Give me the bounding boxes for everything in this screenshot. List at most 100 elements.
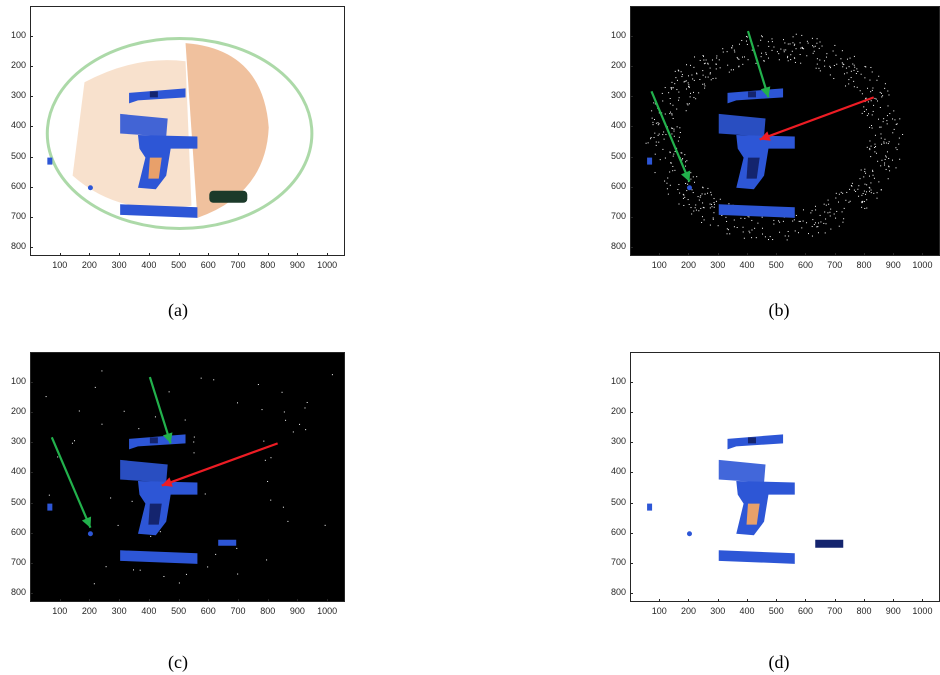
noise-pixel <box>683 81 685 83</box>
x-tick-mark <box>805 253 807 256</box>
noise-pixel <box>693 97 695 99</box>
noise-pixel <box>684 196 686 198</box>
noise-pixel <box>670 127 672 129</box>
noise-pixel <box>674 151 676 153</box>
noise-pixel <box>664 87 666 89</box>
y-tick-label: 400 <box>10 466 26 477</box>
noise-pixel <box>671 113 673 115</box>
caption-a: (a) <box>168 300 188 320</box>
noise-pixel <box>715 200 717 202</box>
noise-pixel <box>880 126 882 128</box>
green-arrow-left <box>50 436 92 529</box>
noise-pixel <box>686 160 688 162</box>
noise-pixel <box>824 65 826 67</box>
x-tick-mark <box>238 253 240 256</box>
y-tick-mark <box>30 412 33 414</box>
object-left-item <box>47 503 53 511</box>
y-tick-label: 100 <box>610 376 626 387</box>
noise-pixel <box>678 136 680 138</box>
noise-pixel <box>861 112 863 114</box>
noise-pixel <box>692 78 694 80</box>
noise-pixel <box>888 94 890 96</box>
noise-pixel <box>787 55 789 57</box>
image-axes-a <box>30 6 345 256</box>
noise-pixel <box>193 452 195 454</box>
noise-pixel <box>801 227 803 229</box>
noise-pixel <box>71 442 73 444</box>
noise-pixel <box>779 231 781 233</box>
noise-pixel <box>829 74 831 76</box>
noise-pixel <box>305 429 307 431</box>
noise-pixel <box>709 207 711 209</box>
noise-pixel <box>824 211 826 213</box>
noise-pixel <box>862 200 864 202</box>
noise-pixel <box>685 88 687 90</box>
noise-pixel <box>856 68 858 70</box>
x-tick-label: 600 <box>797 260 813 270</box>
noise-pixel <box>855 73 857 75</box>
x-tick-mark <box>267 599 269 602</box>
noise-pixel <box>710 191 712 193</box>
noise-pixel <box>267 480 269 482</box>
noise-pixel <box>701 216 703 218</box>
noise-pixel <box>829 67 831 69</box>
noise-pixel <box>693 91 695 93</box>
noise-pixel <box>881 159 883 161</box>
noise-pixel <box>802 220 804 222</box>
x-tick-mark <box>688 253 690 256</box>
noise-pixel <box>825 204 827 206</box>
noise-pixel <box>733 226 735 228</box>
object-upper-rod-detail <box>149 91 158 98</box>
noise-pixel <box>784 42 786 44</box>
noise-pixel <box>794 61 796 63</box>
noise-pixel <box>891 159 893 161</box>
noise-pixel <box>841 211 843 213</box>
noise-pixel <box>888 141 890 143</box>
noise-pixel <box>677 140 679 142</box>
noise-pixel <box>876 192 878 194</box>
noise-pixel <box>709 67 711 69</box>
noise-pixel <box>823 222 825 224</box>
noise-pixel <box>893 128 895 130</box>
noise-pixel <box>667 193 669 195</box>
x-tick-mark <box>893 253 895 256</box>
noise-pixel <box>671 133 673 135</box>
noise-pixel <box>765 53 767 55</box>
noise-pixel <box>93 583 95 585</box>
noise-pixel <box>687 75 689 77</box>
noise-pixel <box>685 161 687 163</box>
noise-pixel <box>282 506 284 508</box>
noise-pixel <box>881 96 883 98</box>
noise-pixel <box>757 222 759 224</box>
noise-pixel <box>811 210 813 212</box>
noise-pixel <box>850 70 852 72</box>
noise-pixel <box>859 90 861 92</box>
noise-pixel <box>699 59 701 61</box>
noise-pixel <box>672 155 674 157</box>
noise-pixel <box>848 83 850 85</box>
noise-pixel <box>882 121 884 123</box>
bag-outline <box>45 37 314 231</box>
noise-pixel <box>748 216 750 218</box>
noise-pixel <box>880 189 882 191</box>
x-tick-mark <box>297 599 299 602</box>
image-axes-c <box>30 352 345 602</box>
noise-pixel <box>845 67 847 69</box>
noise-pixel <box>678 70 680 72</box>
noise-pixel <box>678 203 680 205</box>
noise-pixel <box>200 377 202 379</box>
y-tick-label: 100 <box>10 30 26 41</box>
noise-pixel <box>836 210 838 212</box>
noise-pixel <box>292 431 294 433</box>
y-tick-mark <box>630 126 633 128</box>
noise-pixel <box>880 137 882 139</box>
noise-pixel <box>131 500 133 502</box>
noise-pixel <box>845 85 847 87</box>
noise-pixel <box>755 62 757 64</box>
noise-pixel <box>744 217 746 219</box>
noise-pixel <box>879 106 881 108</box>
noise-pixel <box>884 164 886 166</box>
noise-pixel <box>864 77 866 79</box>
noise-pixel <box>685 165 687 167</box>
noise-pixel <box>699 78 701 80</box>
